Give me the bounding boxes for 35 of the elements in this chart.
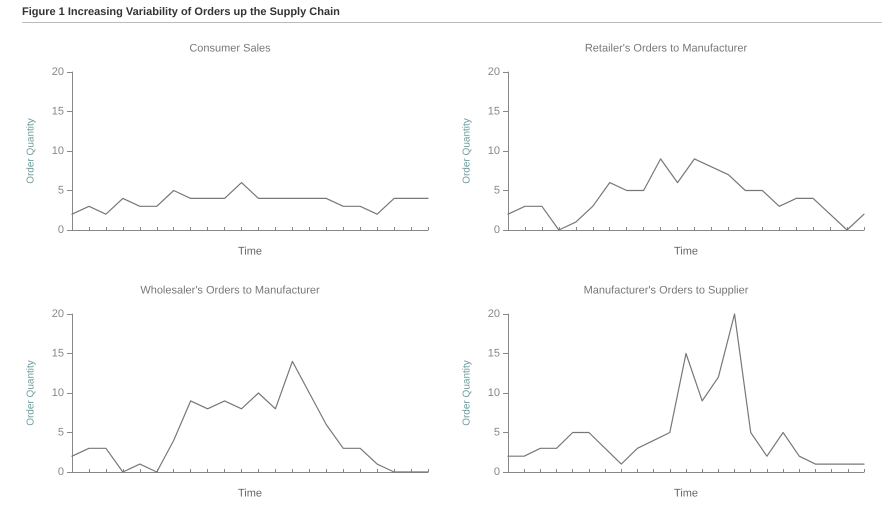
- caption: Figure 1 Increasing Variability of Orders up the Supply Chain: [22, 6, 882, 23]
- line-series: [71, 182, 429, 215]
- y-tick-label: 10: [52, 387, 64, 399]
- y-tick-label: 20: [488, 66, 500, 78]
- y-tick-label: 15: [488, 348, 500, 360]
- y-axis-title: Order Quantity: [462, 360, 472, 426]
- y-tick-label: 0: [58, 224, 64, 236]
- x-axis-title: Time: [238, 488, 262, 500]
- chart-title: Consumer Sales: [189, 42, 272, 54]
- y-tick-label: 20: [52, 308, 64, 320]
- x-axis-title: Time: [674, 246, 698, 258]
- y-tick-label: 20: [488, 308, 500, 320]
- y-tick-label: 5: [494, 184, 500, 196]
- y-tick-label: 15: [52, 106, 64, 118]
- y-axis-title: Order Quantity: [462, 118, 472, 184]
- x-axis-title: Time: [674, 488, 698, 500]
- y-tick-label: 5: [494, 426, 500, 438]
- y-tick-label: 15: [52, 348, 64, 360]
- y-tick-label: 10: [52, 145, 64, 157]
- chart-title: Manufacturer's Orders to Supplier: [584, 284, 749, 296]
- chart-title: Wholesaler's Orders to Manufacturer: [140, 284, 320, 296]
- y-tick-label: 5: [58, 426, 64, 438]
- y-tick-label: 0: [58, 466, 64, 478]
- y-tick-label: 0: [494, 466, 500, 478]
- y-axis-title: Order Quantity: [26, 360, 36, 426]
- y-tick-label: 10: [488, 387, 500, 399]
- y-tick-label: 0: [494, 224, 500, 236]
- line-series: [507, 313, 865, 465]
- y-tick-label: 15: [488, 106, 500, 118]
- y-tick-label: 10: [488, 145, 500, 157]
- chart-title: Retailer's Orders to Manufacturer: [584, 42, 748, 54]
- y-axis-title: Order Quantity: [26, 118, 36, 184]
- x-axis-title: Time: [238, 246, 262, 258]
- y-tick-label: 20: [52, 66, 64, 78]
- y-tick-label: 5: [58, 184, 64, 196]
